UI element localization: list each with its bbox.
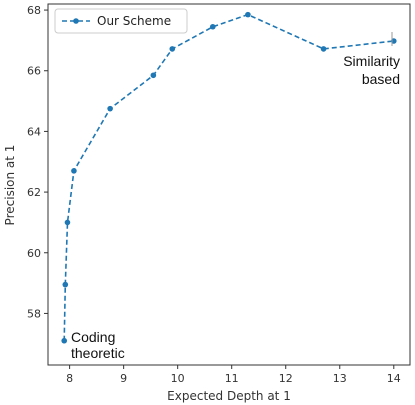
data-point	[71, 168, 77, 174]
series-layer	[61, 11, 397, 344]
data-point	[320, 46, 327, 52]
legend: Our Scheme	[54, 8, 188, 34]
data-point	[209, 23, 216, 30]
data-point	[150, 72, 157, 79]
x-tick-label: 12	[279, 372, 293, 385]
annotation-similarity-line-1: Similarity	[343, 53, 400, 69]
legend-marker-swatch	[73, 18, 79, 24]
y-axis-label: Precision at 1	[3, 145, 17, 226]
x-tick-label: 14	[387, 372, 401, 385]
data-point	[245, 11, 251, 18]
data-point	[169, 46, 176, 52]
annotation-similarity-line-2: based	[362, 71, 400, 87]
y-tick-label: 64	[27, 125, 41, 138]
y-tick-label: 60	[27, 247, 41, 260]
y-axis-ticks: 58 60 62 64 66 68	[27, 4, 48, 320]
x-tick-label: 8	[66, 372, 73, 385]
y-tick-label: 66	[27, 65, 41, 78]
x-axis-ticks: 8 9 10 11 12 13 14	[66, 365, 401, 385]
x-tick-label: 13	[333, 372, 347, 385]
x-tick-label: 11	[225, 372, 239, 385]
data-point	[64, 219, 71, 226]
x-tick-label: 9	[120, 372, 127, 385]
x-tick-label: 10	[171, 372, 185, 385]
data-point	[107, 105, 113, 112]
legend-box	[54, 8, 188, 34]
annotation-coding-line-2: theoretic	[71, 345, 125, 361]
data-point	[62, 281, 69, 288]
legend-label: Our Scheme	[97, 14, 171, 28]
annotations: Coding theoretic Similarity based	[71, 32, 400, 361]
y-tick-label: 68	[27, 4, 41, 17]
data-point	[61, 337, 68, 344]
y-tick-label: 62	[27, 186, 41, 199]
x-axis-label: Expected Depth at 1	[167, 389, 291, 403]
y-tick-label: 58	[27, 307, 41, 320]
annotation-coding-line-1: Coding	[71, 329, 115, 345]
plot-area	[47, 3, 411, 366]
